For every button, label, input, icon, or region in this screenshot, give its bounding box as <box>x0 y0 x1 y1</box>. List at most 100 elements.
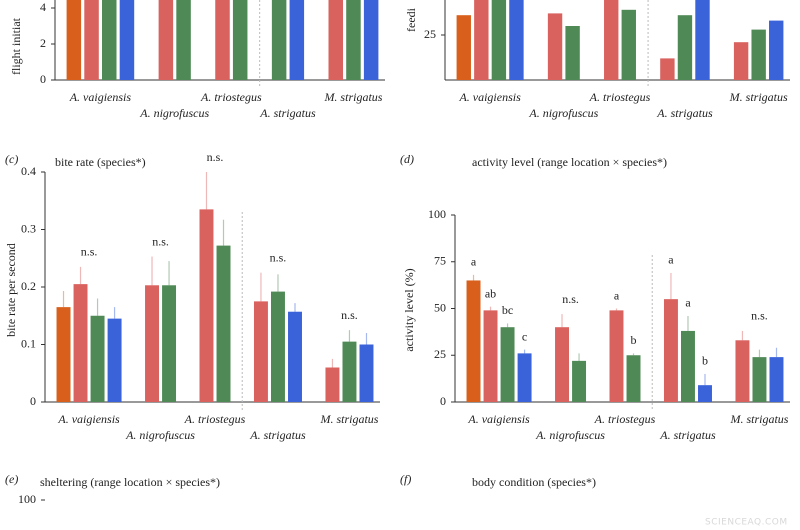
x-category-label: A. triostegus <box>184 412 246 426</box>
bar <box>474 0 489 80</box>
bar <box>342 341 357 402</box>
bar <box>289 0 305 80</box>
x-category-label: A. nigrofuscus <box>139 106 209 120</box>
y-tick-label: 50 <box>434 300 446 314</box>
y-tick-label: 4 <box>40 0 46 14</box>
x-category-label: A. nigrofuscus <box>125 428 195 442</box>
bar <box>346 0 361 80</box>
x-category-label: A. strigatus <box>659 428 716 442</box>
y-tick-label: 100 <box>428 207 446 221</box>
chart-title: sheltering (range location × species*) <box>40 475 220 489</box>
bar <box>288 311 302 402</box>
bar <box>752 357 767 402</box>
y-axis-label: feedi <box>404 7 418 32</box>
significance-letter: a <box>668 253 674 267</box>
y-tick-label: 0.1 <box>21 336 36 350</box>
bar <box>663 299 678 402</box>
bar <box>769 357 784 402</box>
bar <box>101 0 117 80</box>
bar <box>232 0 248 81</box>
bar <box>84 0 99 80</box>
bar <box>363 0 379 80</box>
y-tick-label: 2 <box>40 36 46 50</box>
significance-letter: ab <box>485 286 496 300</box>
bar <box>565 26 580 80</box>
bar <box>547 13 563 80</box>
significance-letter: b <box>702 354 708 368</box>
bar <box>555 327 569 402</box>
x-category-label: A. strigatus <box>259 106 316 120</box>
significance-letter: a <box>614 288 620 302</box>
bar <box>735 340 750 402</box>
y-tick-label: 0 <box>30 394 36 408</box>
chart-title: bite rate (species*) <box>55 155 146 169</box>
y-tick-label: 75 <box>434 254 446 268</box>
significance-letter: a <box>685 296 691 310</box>
bar <box>509 0 524 80</box>
x-category-label: A. vaigiensis <box>467 412 530 426</box>
bar <box>572 360 587 402</box>
group-label: n.s. <box>341 308 358 322</box>
bar <box>90 315 105 402</box>
bar <box>621 9 636 80</box>
x-category-label: A. triostegus <box>589 90 651 104</box>
bar <box>119 0 135 81</box>
x-category-label: M. strigatus <box>319 412 378 426</box>
bar <box>681 330 695 402</box>
y-tick-label: 0.3 <box>21 221 36 235</box>
bar <box>698 385 712 402</box>
y-axis-label: bite rate per second <box>4 243 18 337</box>
x-category-label: A. nigrofuscus <box>528 106 598 120</box>
bar <box>695 0 710 80</box>
y-axis-label: activity level (%) <box>402 268 416 351</box>
bar <box>751 29 766 81</box>
y-tick-label: 0 <box>440 394 446 408</box>
chart-title: activity level (range location × species… <box>472 155 667 169</box>
y-tick-label: 0.4 <box>21 164 36 178</box>
x-category-label: A. vaigiensis <box>458 90 521 104</box>
significance-letter: c <box>522 329 527 343</box>
bar <box>216 245 231 402</box>
bar <box>769 20 784 81</box>
chart-title: body condition (species*) <box>472 475 596 489</box>
bar <box>66 0 82 80</box>
group-label: n.s. <box>152 234 169 248</box>
x-category-label: A. nigrofuscus <box>535 428 605 442</box>
y-tick-label: 25 <box>434 347 446 361</box>
panel-label: (e) <box>5 472 18 486</box>
y-tick-label: 0 <box>40 72 46 86</box>
group-label: n.s. <box>81 245 98 259</box>
bar <box>271 291 285 402</box>
x-category-label: A. vaigiensis <box>69 90 132 104</box>
bar <box>271 0 287 80</box>
bar <box>215 0 230 81</box>
group-label: n.s. <box>751 309 768 323</box>
bar <box>456 15 471 81</box>
significance-letter: a <box>471 255 477 269</box>
bar <box>73 284 88 402</box>
x-category-label: A. vaigiensis <box>57 412 120 426</box>
bar <box>56 307 71 402</box>
bar <box>253 301 268 402</box>
bar <box>500 327 515 402</box>
panel-label: (f) <box>400 472 411 486</box>
y-tick-label: 0.2 <box>21 279 36 293</box>
bar <box>466 280 481 402</box>
bar <box>107 318 122 402</box>
bar <box>483 310 498 402</box>
group-label: n.s. <box>270 250 287 264</box>
significance-letter: bc <box>502 303 513 317</box>
bar <box>328 0 344 80</box>
bar <box>733 42 749 80</box>
x-category-label: M. strigatus <box>729 90 788 104</box>
group-label: n.s. <box>207 150 224 164</box>
bar <box>609 310 624 402</box>
x-category-label: M. strigatus <box>323 90 382 104</box>
significance-letter: b <box>631 333 637 347</box>
bar <box>660 58 675 80</box>
y-tick-label: 25 <box>424 27 436 41</box>
panel-label: (c) <box>5 152 18 166</box>
x-category-label: A. strigatus <box>249 428 306 442</box>
group-label: n.s. <box>562 292 579 306</box>
